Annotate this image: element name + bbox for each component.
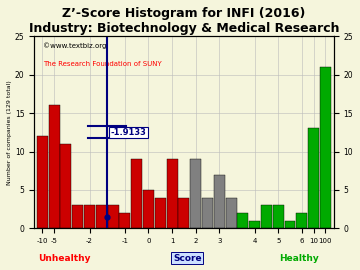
Bar: [308, 129, 319, 228]
Bar: [108, 205, 118, 228]
Title: Z’-Score Histogram for INFI (2016)
Industry: Biotechnology & Medical Research: Z’-Score Histogram for INFI (2016) Indus…: [29, 7, 339, 35]
Bar: [320, 67, 331, 228]
Bar: [190, 159, 201, 228]
Bar: [273, 205, 284, 228]
Bar: [60, 144, 71, 228]
Bar: [49, 105, 59, 228]
Bar: [285, 221, 296, 228]
Bar: [261, 205, 272, 228]
Bar: [238, 213, 248, 228]
Bar: [120, 213, 130, 228]
Bar: [249, 221, 260, 228]
Bar: [226, 198, 237, 228]
Bar: [72, 205, 83, 228]
Text: The Research Foundation of SUNY: The Research Foundation of SUNY: [43, 61, 162, 67]
Bar: [296, 213, 307, 228]
Bar: [37, 136, 48, 228]
Bar: [155, 198, 166, 228]
Text: -1.9133: -1.9133: [111, 128, 147, 137]
Bar: [167, 159, 177, 228]
Text: ©www.textbiz.org: ©www.textbiz.org: [43, 42, 107, 49]
Text: Unhealthy: Unhealthy: [39, 254, 91, 262]
Bar: [143, 190, 154, 228]
Text: Healthy: Healthy: [279, 254, 319, 262]
Y-axis label: Number of companies (129 total): Number of companies (129 total): [7, 80, 12, 185]
Bar: [84, 205, 95, 228]
Bar: [202, 198, 213, 228]
Bar: [96, 205, 107, 228]
Bar: [131, 159, 142, 228]
Bar: [179, 198, 189, 228]
Bar: [214, 175, 225, 228]
Text: Score: Score: [173, 254, 202, 262]
